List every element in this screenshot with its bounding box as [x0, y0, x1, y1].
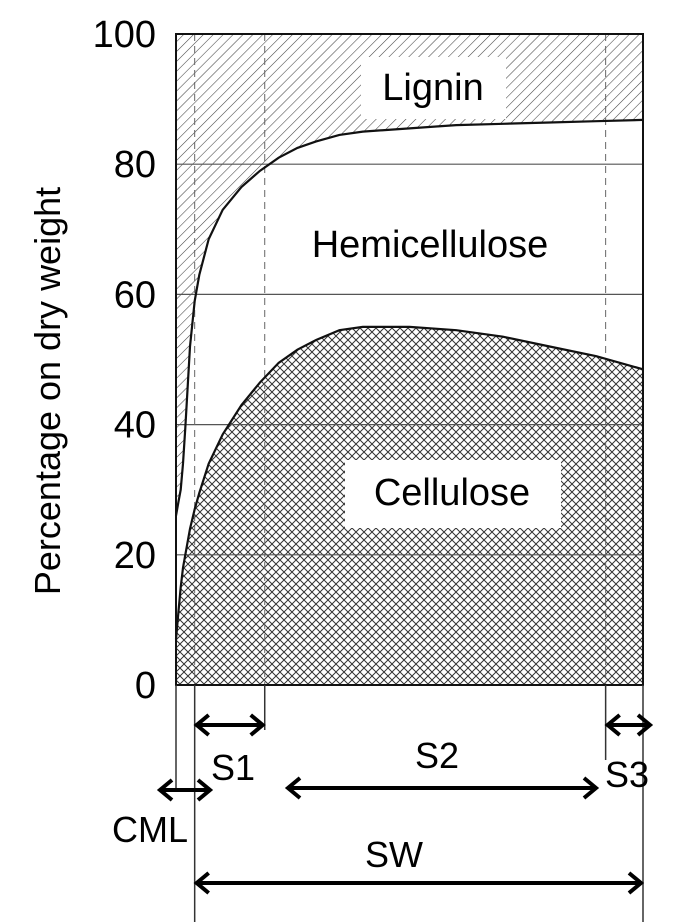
arrow-head-left: [284, 776, 302, 800]
arrow-head-left: [193, 871, 210, 895]
plot-frame: [175, 33, 644, 686]
hemicellulose-label-box: [282, 213, 580, 273]
arrow-head-left: [193, 713, 210, 737]
y-tick-label: 0: [135, 665, 156, 707]
arrow-head-left: [156, 778, 174, 802]
arrow-sw: [193, 871, 645, 895]
layer-label: S2: [415, 735, 459, 776]
cellulose-upper-curve: [174, 325, 644, 640]
lignin-label-box: [361, 57, 506, 119]
y-tick-label: 20: [114, 535, 156, 577]
hemicellulose-label: Hemicellulose: [312, 224, 549, 266]
arrow-head-right: [582, 776, 600, 800]
layer-label: S1: [211, 747, 255, 788]
hemicellulose-upper-curve: [174, 118, 644, 516]
y-axis-label: Percentage on dry weight: [27, 187, 68, 595]
arrow-head-right: [249, 713, 266, 737]
arrow-head-right: [636, 713, 654, 737]
arrow-s3: [604, 713, 654, 737]
arrow-s2: [284, 776, 600, 800]
cellulose-label: Cellulose: [374, 472, 530, 514]
y-tick-label: 40: [114, 405, 156, 447]
lignin-area: [176, 34, 643, 516]
arrow-s1: [193, 713, 266, 737]
layer-label: SW: [365, 834, 423, 875]
arrow-head-right: [196, 778, 214, 802]
lignin-label: Lignin: [382, 67, 483, 109]
arrow-head-right: [627, 871, 645, 895]
arrow-head-left: [604, 713, 621, 737]
layer-label: CML: [112, 809, 188, 850]
cellulose-label-box: [345, 460, 561, 528]
layer-label: S3: [605, 754, 649, 795]
y-tick-label: 100: [93, 14, 156, 56]
y-tick-label: 60: [114, 274, 156, 316]
arrow-cml: [156, 778, 214, 802]
y-tick-label: 80: [114, 144, 156, 186]
